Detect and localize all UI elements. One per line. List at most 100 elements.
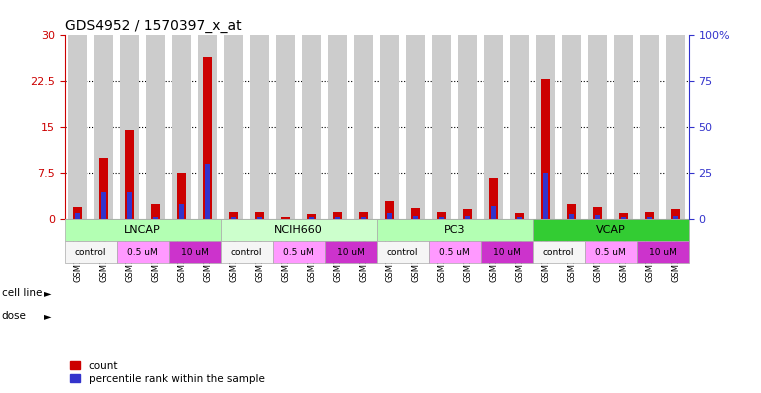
Bar	[361, 217, 366, 219]
Bar	[666, 35, 686, 219]
Bar	[359, 212, 368, 219]
Bar	[622, 217, 626, 219]
Bar	[307, 214, 317, 219]
Bar	[101, 192, 106, 219]
Bar	[221, 241, 272, 263]
Bar	[428, 241, 481, 263]
Text: NCIH660: NCIH660	[274, 225, 323, 235]
Bar	[203, 57, 212, 219]
Text: dose: dose	[2, 311, 27, 321]
Bar	[569, 214, 574, 219]
Bar	[154, 217, 158, 219]
Bar	[637, 241, 689, 263]
Bar	[432, 35, 451, 219]
Bar	[517, 217, 522, 219]
Bar	[250, 35, 269, 219]
Bar	[593, 207, 602, 219]
Bar	[380, 35, 400, 219]
Bar	[595, 215, 600, 219]
Text: 0.5 uM: 0.5 uM	[127, 248, 158, 257]
Bar	[439, 217, 444, 219]
Bar	[510, 35, 530, 219]
Bar	[385, 201, 394, 219]
Bar	[336, 217, 340, 219]
Text: ►: ►	[44, 311, 52, 321]
Bar	[543, 173, 548, 219]
Bar	[231, 217, 236, 219]
Bar	[75, 213, 80, 219]
Text: 0.5 uM: 0.5 uM	[283, 248, 314, 257]
Bar	[169, 241, 221, 263]
Bar	[377, 241, 428, 263]
Legend: count, percentile rank within the sample: count, percentile rank within the sample	[70, 361, 265, 384]
Text: 10 uM: 10 uM	[337, 248, 365, 257]
Bar	[458, 35, 477, 219]
Text: 0.5 uM: 0.5 uM	[439, 248, 470, 257]
Text: 0.5 uM: 0.5 uM	[595, 248, 626, 257]
Text: control: control	[231, 248, 263, 257]
Bar	[325, 241, 377, 263]
Bar	[614, 35, 633, 219]
Bar	[94, 35, 113, 219]
Bar	[648, 217, 652, 219]
Bar	[406, 35, 425, 219]
Text: PC3: PC3	[444, 225, 466, 235]
Bar	[541, 79, 550, 219]
Text: 10 uM: 10 uM	[493, 248, 521, 257]
Bar	[413, 215, 418, 219]
Bar	[125, 130, 134, 219]
Bar	[533, 241, 584, 263]
Bar	[272, 241, 325, 263]
Text: 10 uM: 10 uM	[649, 248, 677, 257]
Bar	[65, 241, 116, 263]
Bar	[229, 212, 238, 219]
Bar	[377, 219, 533, 241]
Bar	[333, 212, 342, 219]
Bar	[619, 213, 629, 219]
Bar	[116, 241, 169, 263]
Bar	[533, 219, 689, 241]
Bar	[198, 35, 218, 219]
Text: 10 uM: 10 uM	[181, 248, 209, 257]
Bar	[146, 35, 165, 219]
Bar	[466, 215, 470, 219]
Bar	[489, 178, 498, 219]
Bar	[562, 35, 581, 219]
Text: control: control	[387, 248, 419, 257]
Bar	[484, 35, 504, 219]
Bar	[205, 164, 210, 219]
Bar	[224, 35, 244, 219]
Bar	[302, 35, 321, 219]
Bar	[437, 212, 446, 219]
Bar	[354, 35, 374, 219]
Bar	[281, 217, 290, 219]
Bar	[180, 204, 184, 219]
Bar	[221, 219, 377, 241]
Bar	[151, 204, 161, 219]
Bar	[387, 213, 392, 219]
Bar	[567, 204, 576, 219]
Bar	[65, 219, 221, 241]
Text: cell line: cell line	[2, 288, 42, 298]
Bar	[515, 213, 524, 219]
Bar	[172, 35, 192, 219]
Bar	[68, 35, 88, 219]
Bar	[127, 192, 132, 219]
Text: VCAP: VCAP	[596, 225, 626, 235]
Bar	[310, 217, 314, 219]
Bar	[73, 207, 82, 219]
Bar	[584, 241, 637, 263]
Text: ►: ►	[44, 288, 52, 298]
Bar	[673, 215, 678, 219]
Bar	[463, 209, 473, 219]
Bar	[640, 35, 660, 219]
Bar	[328, 35, 348, 219]
Text: LNCAP: LNCAP	[124, 225, 161, 235]
Text: control: control	[75, 248, 107, 257]
Bar	[257, 217, 262, 219]
Bar	[588, 35, 607, 219]
Bar	[255, 213, 264, 219]
Bar	[671, 209, 680, 219]
Bar	[645, 212, 654, 219]
Bar	[536, 35, 556, 219]
